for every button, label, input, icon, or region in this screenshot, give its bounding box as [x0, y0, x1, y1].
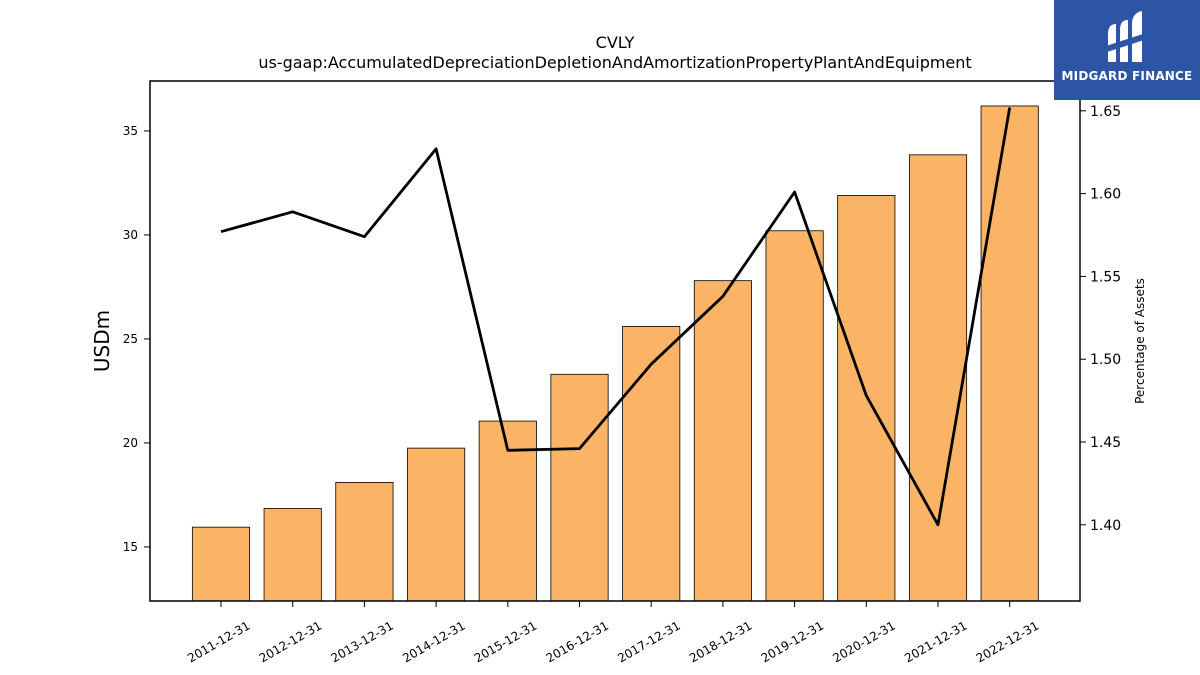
plot-frame — [149, 80, 1081, 602]
chart-title: CVLY — [596, 33, 635, 52]
y2-tick-label: 1.45 — [1090, 435, 1121, 451]
line-group — [220, 107, 1012, 527]
y2-tick-label: 1.55 — [1090, 269, 1121, 285]
x-tick-label: 2011-12-31 — [185, 618, 252, 665]
bar — [765, 230, 824, 602]
y2-tick-label: 1.50 — [1090, 352, 1121, 368]
brand-logo: MIDGARD FINANCE — [1054, 0, 1200, 100]
y2-tick-label: 1.65 — [1090, 104, 1121, 120]
x-tick-label: 2022-12-31 — [974, 618, 1041, 665]
bar — [908, 154, 968, 602]
logo-icon — [1106, 11, 1144, 62]
x-axis: 2011-12-31 2012-12-31 2013-12-31 2014-12-31… — [185, 601, 1041, 665]
y-axis-right: 1.40 1.45 1.50 1.55 1.60 1.65 — [1080, 104, 1121, 534]
bar — [407, 447, 466, 602]
y-axis-left: 15 20 25 30 35 — [123, 124, 150, 554]
y2-tick-label: 1.40 — [1090, 518, 1121, 534]
y-tick-label: 20 — [123, 436, 138, 450]
y-tick-label: 30 — [123, 228, 138, 242]
x-tick-label: 2020-12-31 — [830, 618, 897, 665]
bar — [191, 526, 251, 602]
bar — [622, 326, 681, 602]
bar — [980, 105, 1039, 602]
y-tick-label: 35 — [123, 124, 138, 138]
x-tick-label: 2017-12-31 — [615, 618, 682, 665]
y-axis-label: USDm — [90, 310, 114, 372]
y2-axis-label: Percentage of Assets — [1133, 278, 1147, 404]
y-tick-label: 25 — [123, 332, 138, 346]
x-tick-label: 2014-12-31 — [400, 618, 467, 665]
x-tick-label: 2013-12-31 — [328, 618, 395, 665]
x-tick-label: 2016-12-31 — [544, 618, 611, 665]
x-tick-label: 2021-12-31 — [902, 618, 969, 665]
logo-text: MIDGARD FINANCE — [1061, 69, 1193, 83]
y-tick-label: 15 — [123, 540, 138, 554]
x-tick-label: 2015-12-31 — [472, 618, 539, 665]
chart-subtitle: us-gaap:AccumulatedDepreciationDepletion… — [258, 53, 971, 72]
bar — [335, 482, 394, 602]
x-tick-label: 2018-12-31 — [687, 618, 754, 665]
percentage-line — [220, 107, 1012, 527]
y2-tick-label: 1.60 — [1090, 187, 1121, 203]
x-tick-label: 2012-12-31 — [257, 618, 324, 665]
bar — [693, 280, 752, 602]
bar — [263, 508, 322, 602]
bar — [550, 373, 609, 602]
x-tick-label: 2019-12-31 — [759, 618, 826, 665]
bars-group — [191, 105, 1039, 602]
